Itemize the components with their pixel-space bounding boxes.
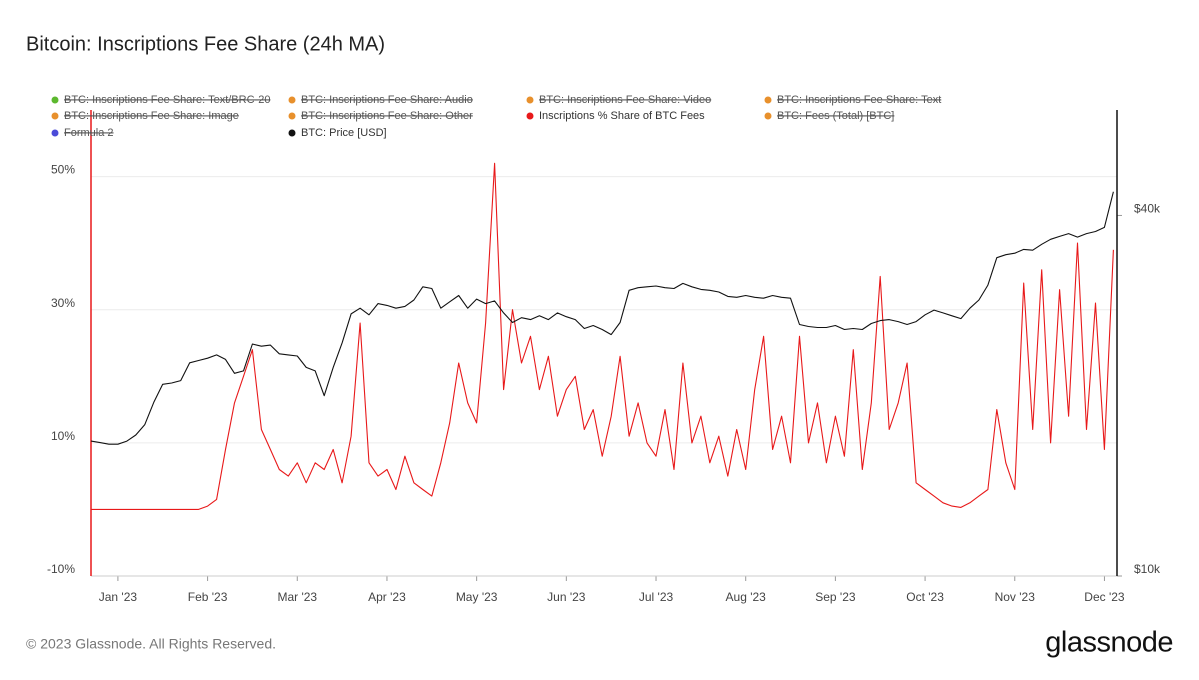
chart-title: Bitcoin: Inscriptions Fee Share (24h MA) bbox=[26, 33, 385, 55]
y-tick-label: 30% bbox=[51, 296, 75, 310]
legend-label: BTC: Price [USD] bbox=[301, 127, 387, 139]
legend-marker bbox=[764, 96, 772, 104]
brand-logo: glassnode bbox=[1045, 627, 1173, 659]
series-line bbox=[90, 191, 1114, 445]
x-tick-label: Oct '23 bbox=[906, 590, 944, 604]
legend-marker bbox=[288, 96, 296, 104]
legend-marker bbox=[288, 112, 296, 120]
x-tick-label: Sep '23 bbox=[815, 590, 856, 604]
x-tick-label: Dec '23 bbox=[1084, 590, 1125, 604]
y2-tick-label: $10k bbox=[1134, 562, 1161, 576]
y2-tick-label: $40k bbox=[1134, 202, 1161, 216]
legend-marker bbox=[526, 96, 534, 104]
legend-label: BTC: Inscriptions Fee Share: Image bbox=[64, 110, 239, 122]
legend-label: Formula 2 bbox=[64, 127, 114, 139]
legend-label: BTC: Inscriptions Fee Share: Audio bbox=[301, 94, 473, 106]
x-tick-label: Nov '23 bbox=[995, 590, 1036, 604]
x-tick-label: Feb '23 bbox=[188, 590, 228, 604]
legend-label: BTC: Inscriptions Fee Share: Text bbox=[777, 94, 941, 106]
legend-marker bbox=[288, 129, 296, 137]
y-tick-label: -10% bbox=[47, 562, 75, 576]
legend-label: BTC: Fees (Total) [BTC] bbox=[777, 110, 894, 122]
y-tick-label: 50% bbox=[51, 163, 75, 177]
legend-label: BTC: Inscriptions Fee Share: Other bbox=[301, 110, 473, 122]
x-tick-label: Jul '23 bbox=[639, 590, 674, 604]
legend-label: Inscriptions % Share of BTC Fees bbox=[539, 110, 705, 122]
x-tick-label: Aug '23 bbox=[726, 590, 767, 604]
legend-label: BTC: Inscriptions Fee Share: Text/BRC-20 bbox=[64, 94, 270, 106]
x-tick-label: Jan '23 bbox=[99, 590, 138, 604]
legend-marker bbox=[51, 129, 59, 137]
y-tick-label: 10% bbox=[51, 429, 75, 443]
legend-marker bbox=[764, 112, 772, 120]
legend-marker bbox=[526, 112, 534, 120]
x-tick-label: Mar '23 bbox=[277, 590, 317, 604]
x-tick-label: Apr '23 bbox=[368, 590, 406, 604]
legend-label: BTC: Inscriptions Fee Share: Video bbox=[539, 94, 711, 106]
legend-marker bbox=[51, 112, 59, 120]
legend-marker bbox=[51, 96, 59, 104]
footer: © 2023 Glassnode. All Rights Reserved. bbox=[26, 636, 276, 652]
x-tick-label: Jun '23 bbox=[547, 590, 586, 604]
series-line bbox=[91, 162, 1114, 510]
x-tick-label: May '23 bbox=[456, 590, 498, 604]
